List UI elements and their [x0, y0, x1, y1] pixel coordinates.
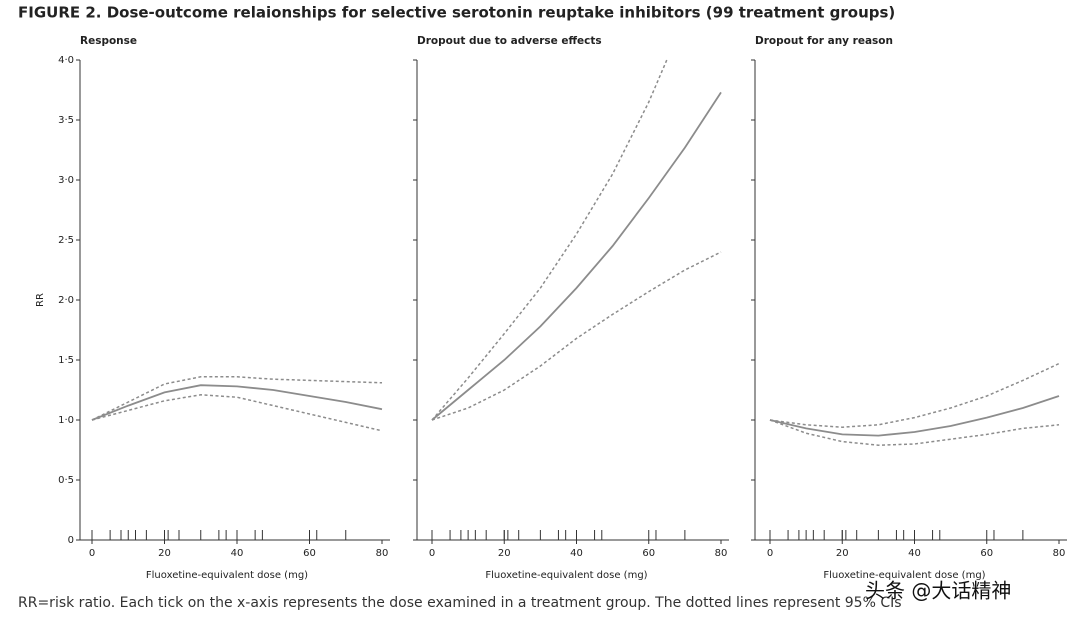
estimate-line [431, 91, 722, 421]
figure-title: FIGURE 2. Dose-outcome relaionships for … [18, 4, 895, 22]
estimate-line [91, 384, 383, 421]
watermark: 头条 @大话精神 [865, 579, 1011, 603]
y-axis-label: RR [35, 293, 46, 307]
panel-title: Response [80, 35, 137, 47]
x-axis-label: Fluoxetine-equivalent dose (mg) [146, 570, 308, 581]
x-tick-label: 80 [715, 548, 728, 559]
ci-line [769, 362, 1060, 428]
ci-line [431, 59, 668, 421]
x-tick-label: 60 [303, 548, 316, 559]
x-tick-label: 20 [498, 548, 511, 559]
x-tick-label: 60 [642, 548, 655, 559]
y-tick-label: 0·5 [58, 475, 74, 486]
x-tick-label: 80 [376, 548, 389, 559]
panel-title: Dropout for any reason [755, 35, 893, 47]
x-tick-label: 20 [158, 548, 171, 559]
y-tick-label: 2·5 [58, 235, 74, 246]
y-tick-label: 3·0 [58, 175, 74, 186]
panel-title: Dropout due to adverse effects [417, 35, 602, 47]
x-tick-label: 20 [836, 548, 849, 559]
x-tick-label: 0 [429, 548, 435, 559]
y-tick-label: 3·5 [58, 115, 74, 126]
y-tick-label: 1·5 [58, 355, 74, 366]
x-tick-label: 40 [908, 548, 921, 559]
y-tick-label: 0 [68, 535, 74, 546]
estimate-line [769, 395, 1060, 437]
y-tick-label: 2·0 [58, 295, 74, 306]
y-tick-label: 4·0 [58, 55, 74, 66]
y-tick-label: 1·0 [58, 415, 74, 426]
x-tick-label: 0 [89, 548, 95, 559]
x-tick-label: 60 [980, 548, 993, 559]
x-axis-label: Fluoxetine-equivalent dose (mg) [485, 570, 647, 581]
ci-line [769, 419, 1060, 446]
ci-line [431, 251, 722, 421]
caption: RR=risk ratio. Each tick on the x-axis r… [18, 595, 902, 611]
x-tick-label: 80 [1053, 548, 1066, 559]
ci-line [91, 394, 383, 432]
ci-line [91, 376, 383, 421]
x-tick-label: 40 [570, 548, 583, 559]
x-tick-label: 40 [231, 548, 244, 559]
x-tick-label: 0 [767, 548, 773, 559]
x-axis-label: Fluoxetine-equivalent dose (mg) [823, 570, 985, 581]
